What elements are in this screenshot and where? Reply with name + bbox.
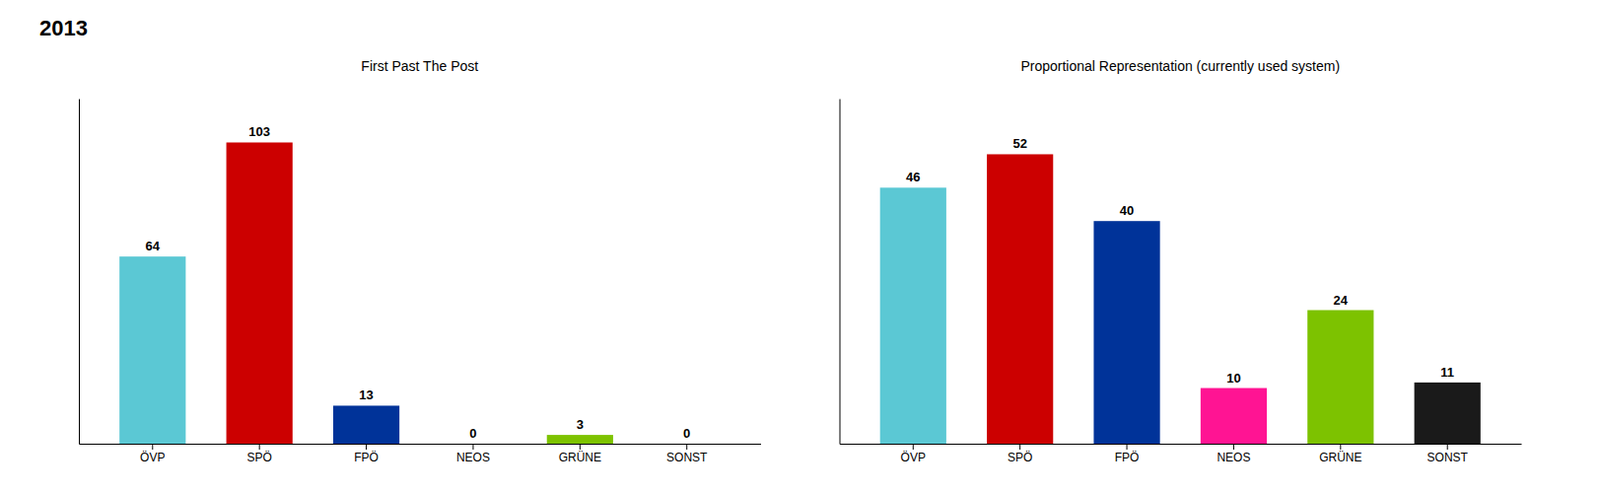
bar — [1307, 310, 1374, 444]
bar — [547, 434, 614, 444]
chart-title: Proportional Representation (currently u… — [1020, 58, 1340, 74]
x-tick-mark — [1019, 443, 1021, 450]
x-tick: FPÖ — [1114, 443, 1140, 465]
data-label: 103 — [248, 124, 271, 140]
x-tick: SONST — [666, 443, 708, 465]
x-tick-mark — [151, 443, 153, 450]
x-tick-label: SONST — [1427, 450, 1469, 465]
x-tick: NEOS — [1216, 443, 1251, 465]
data-label: 52 — [1012, 136, 1027, 151]
data-labels: 64 103 13 0 3 0 — [145, 124, 692, 441]
y-axis — [78, 99, 80, 445]
x-tick-label: NEOS — [456, 450, 490, 465]
x-tick: GRÜNE — [1319, 443, 1362, 465]
x-tick-mark — [365, 443, 367, 450]
chart-panel: Proportional Representation (currently u… — [839, 58, 1523, 465]
x-axis-line — [839, 443, 1523, 445]
x-tick-label: ÖVP — [901, 450, 926, 465]
x-tick-label: SPÖ — [246, 450, 272, 465]
data-label: 3 — [576, 417, 584, 432]
chart-title: First Past The Post — [360, 58, 479, 74]
data-label: 11 — [1440, 364, 1455, 380]
x-tick: SPÖ — [1007, 443, 1033, 465]
x-axis: ÖVP SPÖ FPÖ NEOS GRÜNE SONST — [79, 443, 763, 465]
x-tick: SPÖ — [246, 443, 272, 465]
x-tick: ÖVP — [901, 443, 926, 465]
x-tick-mark — [686, 443, 688, 450]
x-tick-mark — [1447, 443, 1449, 450]
bar — [1093, 220, 1160, 444]
bar — [333, 405, 400, 444]
bar — [653, 443, 720, 445]
bar — [880, 187, 947, 444]
x-tick-label: GRÜNE — [558, 450, 602, 465]
bar — [226, 141, 293, 444]
x-tick: GRÜNE — [558, 443, 602, 465]
y-axis-line — [839, 99, 841, 445]
x-tick-mark — [472, 443, 474, 450]
y-axis — [839, 99, 841, 445]
x-tick-mark — [579, 443, 581, 450]
chart-panel: First Past The Post 64 103 13 0 3 0 ÖVP SPÖ FPÖ NE… — [79, 58, 763, 465]
x-axis-line — [79, 443, 763, 445]
x-tick-mark — [1233, 443, 1235, 450]
x-axis: ÖVP SPÖ FPÖ NEOS GRÜNE SONST — [839, 443, 1523, 465]
x-tick-label: GRÜNE — [1319, 450, 1362, 465]
bars — [880, 153, 1481, 444]
data-label: 40 — [1119, 203, 1134, 218]
data-label: 0 — [469, 425, 477, 441]
bar — [986, 153, 1053, 444]
data-labels: 46 52 40 10 24 11 — [905, 136, 1455, 385]
x-tick-label: ÖVP — [139, 450, 165, 465]
bar — [1200, 388, 1267, 444]
x-tick: NEOS — [456, 443, 490, 465]
data-label: 10 — [1226, 370, 1241, 386]
data-label: 64 — [145, 238, 161, 254]
data-label: 46 — [905, 169, 920, 185]
y-axis-line — [78, 99, 80, 445]
x-tick: FPÖ — [353, 443, 379, 465]
bar — [1414, 382, 1481, 444]
bar — [119, 256, 186, 444]
chart-root: 2013First Past The Post6410313030ÖVPSPÖF… — [0, 0, 1600, 493]
x-tick-mark — [1126, 443, 1128, 450]
x-tick-mark — [259, 443, 261, 450]
data-label: 13 — [358, 387, 373, 403]
x-tick-label: SONST — [666, 450, 708, 465]
x-tick-label: SPÖ — [1007, 450, 1033, 465]
x-tick-label: FPÖ — [1114, 450, 1140, 465]
x-tick-label: NEOS — [1216, 450, 1251, 465]
data-label: 0 — [683, 425, 691, 441]
x-tick: ÖVP — [139, 443, 165, 465]
x-tick-mark — [1339, 443, 1341, 450]
x-tick-mark — [912, 443, 914, 450]
data-label: 24 — [1333, 292, 1349, 308]
x-tick-label: FPÖ — [353, 450, 379, 465]
bars — [119, 141, 614, 444]
figure-title: 2013 — [39, 15, 88, 41]
x-tick: SONST — [1427, 443, 1469, 465]
bar — [439, 443, 506, 445]
